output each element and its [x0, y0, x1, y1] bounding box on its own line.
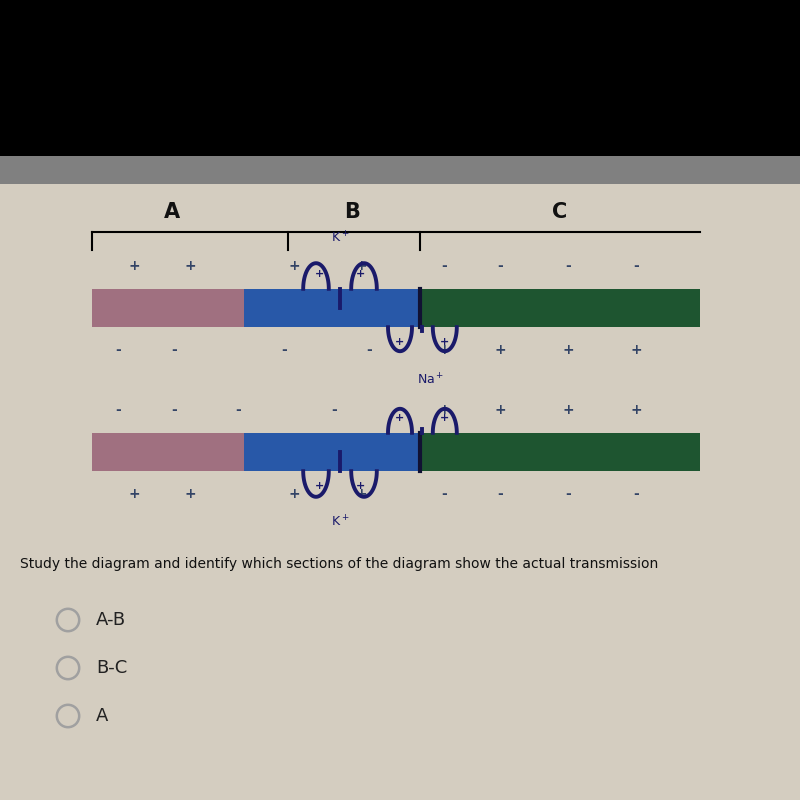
Text: +: + — [314, 270, 324, 279]
Bar — [0, 184, 800, 800]
Text: B: B — [344, 202, 360, 222]
Text: Study the diagram and identify which sections of the diagram show the actual tra: Study the diagram and identify which sec… — [20, 557, 658, 571]
Text: +: + — [356, 486, 367, 501]
Text: +: + — [395, 414, 405, 423]
Text: -: - — [497, 259, 503, 274]
Text: -: - — [115, 403, 122, 418]
Text: -: - — [331, 403, 338, 418]
Text: +: + — [185, 486, 196, 501]
Text: A: A — [164, 202, 180, 222]
Text: +: + — [356, 259, 367, 274]
Text: B-C: B-C — [96, 659, 127, 677]
Text: -: - — [235, 403, 242, 418]
Text: C: C — [552, 202, 568, 222]
Text: -: - — [171, 342, 178, 357]
Text: K$^+$: K$^+$ — [331, 514, 349, 530]
Text: +: + — [289, 259, 300, 274]
Text: Na$^+$: Na$^+$ — [417, 372, 444, 388]
Text: +: + — [494, 403, 506, 418]
Text: +: + — [129, 486, 140, 501]
Text: +: + — [494, 342, 506, 357]
Text: +: + — [438, 403, 450, 418]
Text: +: + — [630, 403, 642, 418]
Text: -: - — [366, 342, 373, 357]
Text: -: - — [171, 403, 178, 418]
Text: +: + — [356, 270, 366, 279]
Bar — [244, 433, 420, 471]
Text: +: + — [289, 486, 300, 501]
Text: A: A — [96, 707, 108, 725]
Bar — [0, 0, 800, 156]
Text: A-B: A-B — [96, 611, 126, 629]
Text: K$^+$: K$^+$ — [331, 230, 349, 246]
Text: +: + — [356, 481, 366, 490]
Bar — [0, 156, 800, 184]
Text: +: + — [562, 342, 574, 357]
Text: +: + — [630, 342, 642, 357]
Text: +: + — [562, 403, 574, 418]
Text: +: + — [440, 337, 450, 346]
Bar — [92, 433, 244, 471]
Text: -: - — [565, 259, 571, 274]
Text: +: + — [438, 342, 450, 357]
Text: -: - — [281, 342, 287, 357]
Text: -: - — [633, 486, 639, 501]
Text: -: - — [115, 342, 122, 357]
Bar — [244, 289, 420, 327]
Text: -: - — [441, 486, 447, 501]
Text: +: + — [129, 259, 140, 274]
Bar — [92, 289, 244, 327]
Text: -: - — [633, 259, 639, 274]
Text: +: + — [185, 259, 196, 274]
Bar — [420, 433, 700, 471]
Text: +: + — [440, 414, 450, 423]
Text: -: - — [441, 259, 447, 274]
Text: -: - — [497, 486, 503, 501]
Text: +: + — [395, 337, 405, 346]
Bar — [420, 289, 700, 327]
Text: +: + — [314, 481, 324, 490]
Text: -: - — [565, 486, 571, 501]
